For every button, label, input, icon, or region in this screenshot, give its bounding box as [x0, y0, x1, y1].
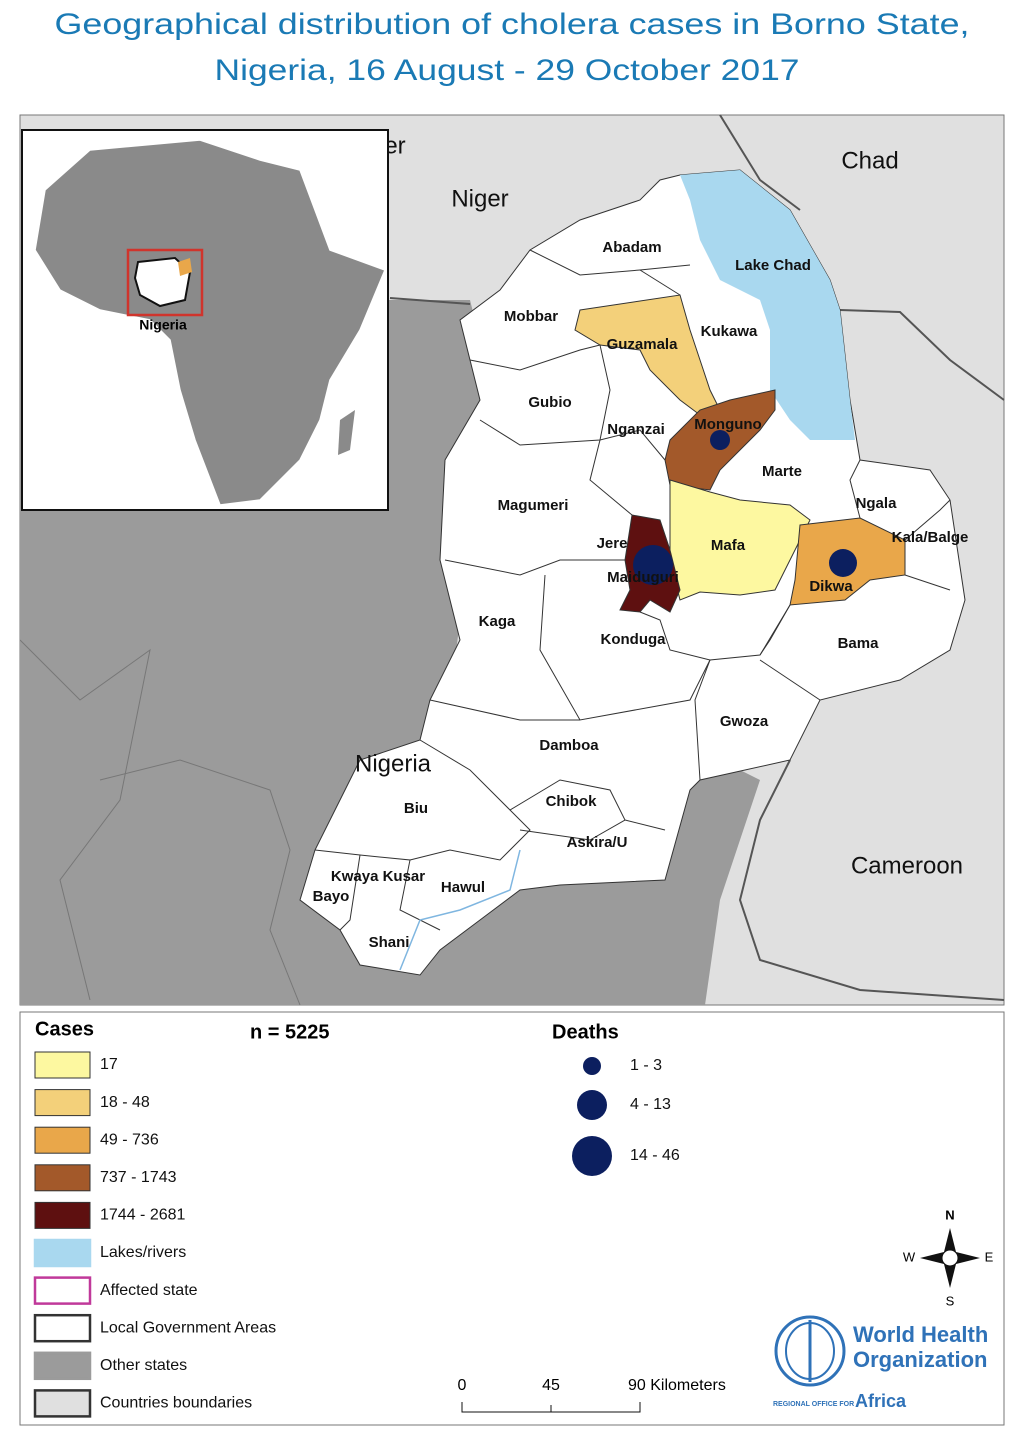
legend-swatch	[33, 1313, 92, 1343]
title: Nigeria, 16 August - 29 October 2017	[215, 54, 800, 87]
lga-label: Kala/Balge	[892, 529, 969, 546]
compass-label: N	[945, 1207, 954, 1222]
country-label: er	[384, 132, 405, 159]
lake-label: Lake Chad	[735, 257, 811, 274]
lake-chad	[680, 170, 855, 440]
lga-label: Mobbar	[504, 308, 558, 325]
lga-label: Chibok	[546, 793, 597, 810]
country-boundary	[719, 114, 801, 211]
lga-label: Kwaya Kusar	[331, 868, 425, 885]
lga-label: Dikwa	[809, 578, 853, 595]
lga-boundaries	[314, 249, 951, 931]
deaths-marker	[829, 549, 857, 577]
legend-swatch	[33, 1276, 92, 1305]
country-label: Chad	[841, 147, 898, 174]
legend-total: n = 5225	[250, 1021, 330, 1043]
legend-label: Lakes/rivers	[100, 1244, 186, 1261]
legend-title: Cases	[35, 1018, 94, 1040]
lga-label: Abadam	[602, 239, 661, 256]
lga-label: Nganzai	[607, 421, 665, 438]
country-boundary	[389, 297, 471, 305]
legend-label: Affected state	[100, 1282, 198, 1299]
lga-label: Shani	[369, 934, 410, 951]
compass-label: E	[985, 1249, 994, 1264]
lga-label: Bama	[838, 635, 880, 652]
country-label: Nigeria	[355, 750, 432, 777]
legend-label: 17	[100, 1056, 118, 1073]
legend-label: 49 - 736	[100, 1131, 159, 1148]
logo-text: Organization	[853, 1347, 987, 1372]
country-label: Cameroon	[851, 852, 963, 879]
lga-label: Biu	[404, 800, 428, 817]
logo-text: World Health	[853, 1322, 988, 1347]
lga-label: Kaga	[479, 613, 516, 630]
legend-swatch	[33, 1351, 92, 1381]
lga-label: Hawul	[441, 879, 485, 896]
compass-label: S	[946, 1293, 955, 1308]
lga-label: Damboa	[539, 737, 599, 754]
lga-label: Guzamala	[607, 336, 679, 353]
country-boundary	[738, 759, 1005, 1001]
deaths-marker	[633, 545, 673, 585]
legend-death-marker	[577, 1090, 607, 1120]
lga-label: Ngala	[856, 495, 898, 512]
lga-label: Gubio	[528, 394, 571, 411]
compass-label: W	[903, 1249, 916, 1264]
legend-swatch	[34, 1126, 91, 1154]
legend: Cases n = 5225 Deaths 17 18 - 48 49 - 736 7…	[19, 1011, 1005, 1426]
legend-label: Other states	[100, 1357, 187, 1374]
deaths-marker	[710, 430, 730, 450]
legend-death-marker	[583, 1057, 601, 1075]
legend-label: 737 - 1743	[100, 1169, 177, 1186]
legend-swatch	[34, 1089, 91, 1117]
scale-label: 0	[458, 1377, 467, 1394]
legend-label: 1744 - 2681	[100, 1207, 186, 1224]
legend-death-marker	[572, 1136, 612, 1176]
legend-label: 1 - 3	[630, 1057, 662, 1074]
lga-label: Mafa	[711, 537, 746, 554]
compass: N E S W	[903, 1207, 994, 1308]
lga-label: Kukawa	[701, 323, 758, 340]
legend-title: Deaths	[552, 1021, 619, 1043]
legend-swatch	[33, 1389, 92, 1418]
state-boundary	[99, 759, 301, 1006]
inset: Nigeria	[21, 129, 389, 511]
lga-label: Marte	[762, 463, 802, 480]
scale-bar: 0 45 90 Kilometers	[458, 1377, 726, 1413]
map: Abadam Mobbar Guzamala Kukawa Gubio Ngan…	[19, 114, 1005, 1006]
state-boundary	[19, 639, 151, 1001]
legend-swatch	[34, 1164, 91, 1192]
legend-swatch	[34, 1051, 91, 1079]
lga-label: Konduga	[601, 631, 667, 648]
river	[399, 849, 521, 971]
legend-swatch	[33, 1238, 92, 1268]
logo-text: Africa	[855, 1391, 907, 1411]
logo-text: REGIONAL OFFICE FOR	[773, 1401, 854, 1408]
scale-label: 90 Kilometers	[628, 1377, 726, 1394]
country-boundary	[839, 309, 1005, 401]
lga-label: Maiduguri	[607, 569, 679, 586]
scale-label: 45	[542, 1377, 560, 1394]
inset-label: Nigeria	[139, 317, 187, 333]
lga-label: Jere	[597, 535, 628, 552]
legend-label: 14 - 46	[630, 1147, 680, 1164]
lga-label: Askira/U	[567, 834, 628, 851]
lga-label: Monguno	[694, 416, 761, 433]
lga-label: Bayo	[313, 888, 350, 905]
legend-label: Local Government Areas	[100, 1319, 276, 1336]
country-label: Niger	[451, 185, 508, 212]
who-logo: World Health Organization REGIONAL OFFIC…	[773, 1315, 988, 1411]
lga-label: Magumeri	[498, 497, 569, 514]
legend-label: 4 - 13	[630, 1096, 671, 1113]
legend-swatch	[34, 1201, 91, 1229]
legend-label: Countries boundaries	[100, 1395, 252, 1412]
legend-label: 18 - 48	[100, 1094, 150, 1111]
title: Geographical distribution of cholera cas…	[55, 8, 970, 41]
lga-label: Gwoza	[720, 713, 769, 730]
